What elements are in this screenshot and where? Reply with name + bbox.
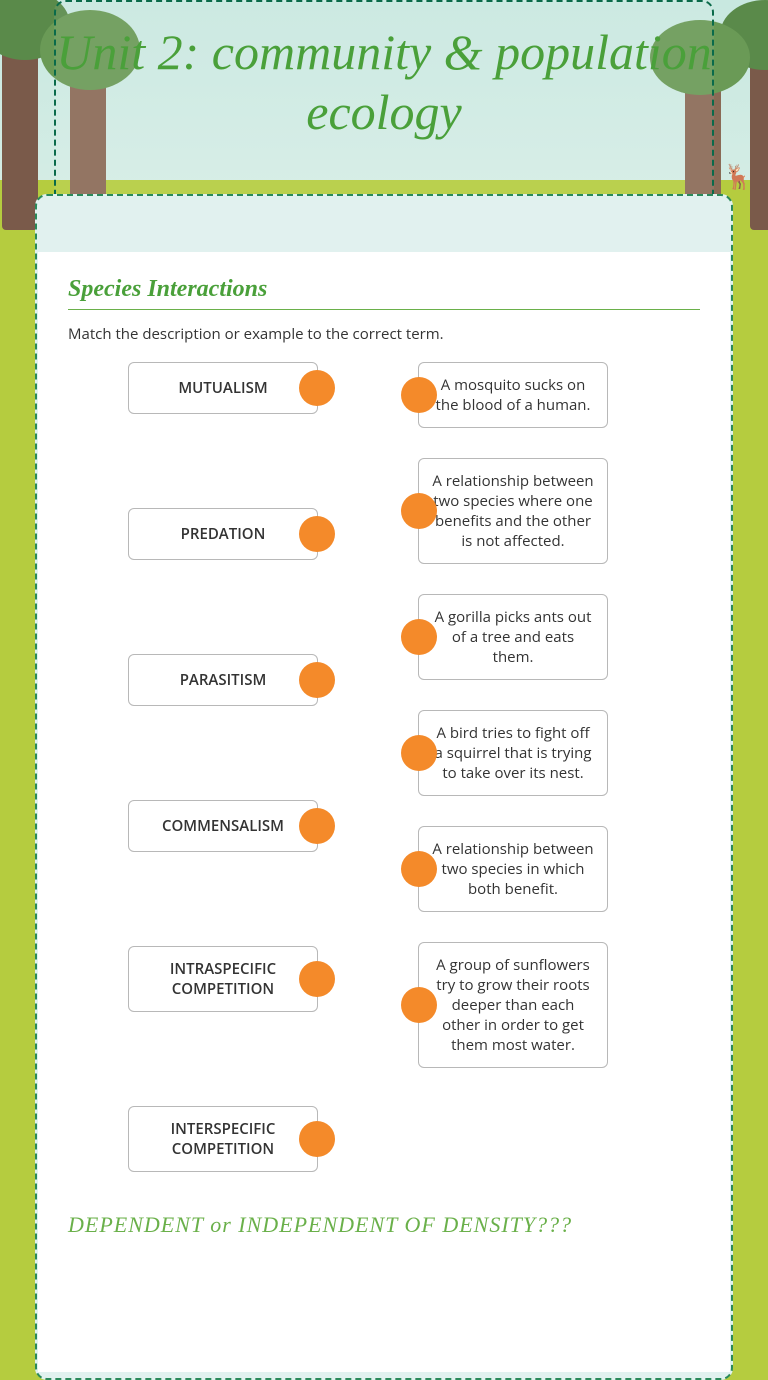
- term-mutualism[interactable]: MUTUALISM: [128, 362, 318, 414]
- term-intraspecific[interactable]: INTRASPECIFIC COMPETITION: [128, 946, 318, 1012]
- term-label: COMMENSALISM: [162, 816, 284, 836]
- description-text: A group of sunflowers try to grow their …: [431, 955, 595, 1055]
- match-area: MUTUALISM PREDATION PARASITISM COMMENSAL…: [68, 362, 700, 1172]
- description-item[interactable]: A relationship between two species in wh…: [418, 826, 608, 912]
- description-text: A gorilla picks ants out of a tree and e…: [431, 607, 595, 667]
- description-text: A mosquito sucks on the blood of a human…: [431, 375, 595, 415]
- terms-column: MUTUALISM PREDATION PARASITISM COMMENSAL…: [128, 362, 318, 1172]
- term-label: PREDATION: [181, 524, 266, 544]
- term-commensalism[interactable]: COMMENSALISM: [128, 800, 318, 852]
- connector-dot[interactable]: [299, 662, 335, 698]
- term-parasitism[interactable]: PARASITISM: [128, 654, 318, 706]
- connector-dot[interactable]: [401, 735, 437, 771]
- term-label: MUTUALISM: [178, 378, 267, 398]
- descriptions-column: A mosquito sucks on the blood of a human…: [418, 362, 608, 1172]
- term-predation[interactable]: PREDATION: [128, 508, 318, 560]
- term-label: INTRASPECIFIC COMPETITION: [141, 959, 305, 999]
- connector-dot[interactable]: [299, 370, 335, 406]
- description-item[interactable]: A relationship between two species where…: [418, 458, 608, 564]
- footer-question: DEPENDENT or INDEPENDENT OF DENSITY???: [68, 1212, 700, 1238]
- content-inner: Species Interactions Match the descripti…: [38, 252, 730, 1372]
- description-text: A bird tries to fight off a squirrel tha…: [431, 723, 595, 783]
- section-title: Species Interactions: [68, 276, 700, 310]
- description-text: A relationship between two species in wh…: [431, 839, 595, 899]
- connector-dot[interactable]: [401, 619, 437, 655]
- connector-dot[interactable]: [299, 961, 335, 997]
- description-text: A relationship between two species where…: [431, 471, 595, 551]
- connector-dot[interactable]: [299, 808, 335, 844]
- connector-dot[interactable]: [299, 1121, 335, 1157]
- term-interspecific[interactable]: INTERSPECIFIC COMPETITION: [128, 1106, 318, 1172]
- description-item[interactable]: A gorilla picks ants out of a tree and e…: [418, 594, 608, 680]
- page-title: Unit 2: community & population ecology: [56, 22, 712, 142]
- connector-dot[interactable]: [401, 377, 437, 413]
- connector-dot[interactable]: [401, 851, 437, 887]
- content-panel: Species Interactions Match the descripti…: [35, 194, 733, 1380]
- connector-dot[interactable]: [401, 987, 437, 1023]
- term-label: INTERSPECIFIC COMPETITION: [141, 1119, 305, 1159]
- term-label: PARASITISM: [180, 670, 267, 690]
- connector-dot[interactable]: [299, 516, 335, 552]
- tree-decoration: [2, 30, 38, 230]
- instruction-text: Match the description or example to the …: [68, 324, 700, 344]
- description-item[interactable]: A bird tries to fight off a squirrel tha…: [418, 710, 608, 796]
- description-item[interactable]: A mosquito sucks on the blood of a human…: [418, 362, 608, 428]
- description-item[interactable]: A group of sunflowers try to grow their …: [418, 942, 608, 1068]
- connector-dot[interactable]: [401, 493, 437, 529]
- deer-icon: 🦌: [723, 160, 753, 193]
